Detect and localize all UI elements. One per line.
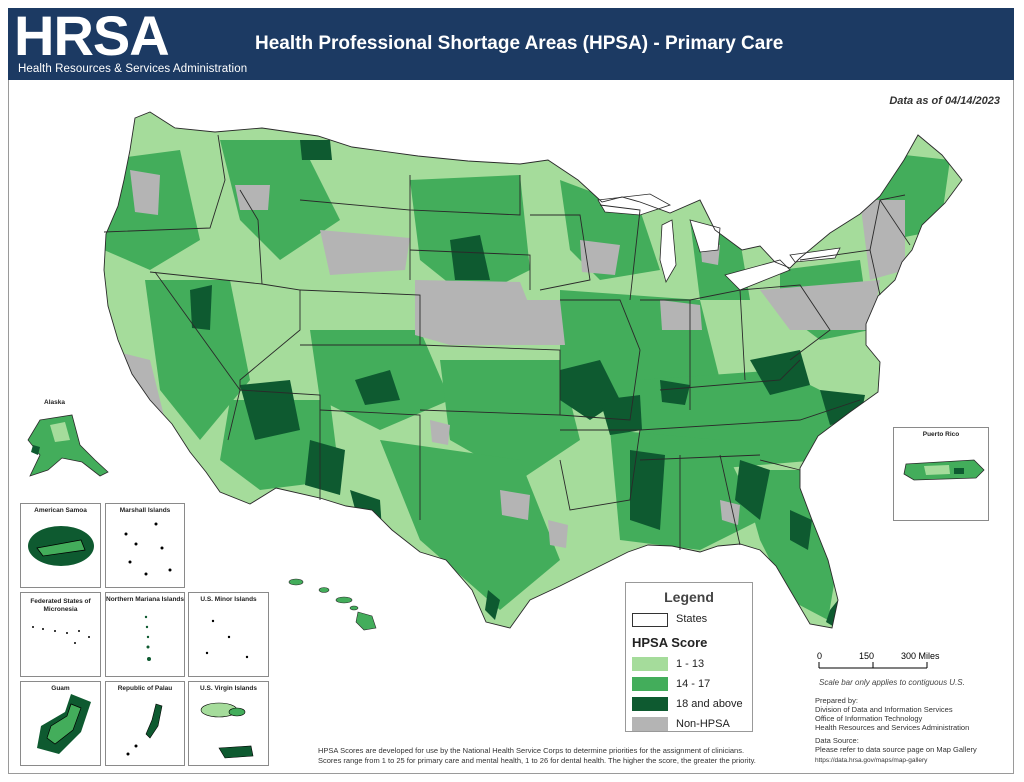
great-lakes [597, 193, 841, 291]
guam-label: Guam [51, 685, 70, 692]
hrsa-logo: HRSA Health Resources & Services Adminis… [14, 6, 247, 78]
footnote: HPSA Scores are developed for use by the… [318, 746, 756, 765]
map-title: Health Professional Shortage Areas (HPSA… [255, 33, 784, 54]
credits-line-1: Division of Data and Information Service… [815, 705, 953, 714]
legend-state-label: States [676, 613, 708, 625]
footnote-line-1: HPSA Scores are developed for use by the… [318, 746, 745, 755]
map-gallery-url: https://data.hrsa.gov/maps/map-gallery [815, 757, 928, 764]
virgin-islands-inset: U.S. Virgin Islands [188, 681, 269, 766]
legend-swatch-high [632, 697, 668, 711]
scale-note: Scale bar only applies to contiguous U.S… [819, 678, 965, 687]
scale-label-0: 0 [817, 651, 823, 661]
us-minor-islands-inset: U.S. Minor Islands [188, 592, 269, 677]
legend-label-high: 18 and above [676, 698, 743, 710]
state-borders [103, 111, 963, 629]
scale-label-300: 300 Miles [901, 651, 940, 661]
micronesia-label: Federated States of Micronesia [30, 598, 91, 613]
micronesia-inset: Federated States of Micronesia [20, 592, 101, 677]
legend-title: Legend [664, 589, 714, 605]
alaska-map [27, 414, 109, 477]
legend-state-swatch [632, 613, 668, 627]
header-banner [8, 8, 1014, 80]
legend-box: Legend States HPSA Score 1 - 13 14 - 17 … [625, 582, 753, 732]
legend-label-low: 1 - 13 [676, 658, 705, 670]
logo-subtitle: Health Resources & Services Administrati… [18, 63, 248, 75]
scale-bar: 0 150 300 Miles [815, 648, 965, 679]
legend-score-title: HPSA Score [632, 635, 708, 650]
virgin-islands-label: U.S. Virgin Islands [200, 685, 257, 692]
legend-swatch-low [632, 657, 668, 671]
scale-label-150: 150 [859, 651, 875, 661]
credits-line-3: Health Resources and Services Administra… [815, 723, 970, 732]
legend-label-non-hpsa: Non-HPSA [676, 718, 730, 730]
logo-text: HRSA [14, 4, 170, 67]
data-as-of: Data as of 04/14/2023 [889, 95, 1000, 107]
northern-mariana-label: Northern Mariana Islands [106, 596, 185, 603]
american-samoa-label: American Samoa [34, 507, 87, 514]
marshall-islands-inset: Marshall Islands [105, 503, 185, 588]
prepared-by-label: Prepared by: [815, 696, 858, 705]
northern-mariana-inset: Northern Mariana Islands [105, 592, 185, 677]
puerto-rico-inset: Puerto Rico [893, 427, 989, 521]
legend-label-mid: 14 - 17 [676, 678, 711, 690]
marshall-islands-label: Marshall Islands [119, 507, 171, 514]
hawaii-map [288, 578, 377, 631]
data-source-text: Please refer to data source page on Map … [815, 745, 977, 754]
puerto-rico-map [903, 459, 985, 481]
credits-block: Prepared by: Division of Data and Inform… [815, 696, 977, 765]
palau-label: Republic of Palau [117, 685, 173, 692]
county-fill-layer [104, 112, 962, 628]
legend-swatch-non-hpsa [632, 717, 668, 731]
credits-line-2: Office of Information Technology [815, 714, 923, 723]
alaska-label: Alaska [44, 399, 65, 406]
palau-inset: Republic of Palau [105, 681, 185, 766]
data-source-label: Data Source: [815, 736, 859, 745]
puerto-rico-label: Puerto Rico [922, 431, 960, 438]
guam-inset: Guam [20, 681, 101, 766]
american-samoa-inset: American Samoa [20, 503, 101, 588]
footnote-line-2: Scores range from 1 to 25 for primary ca… [318, 755, 756, 765]
legend-swatch-mid [632, 677, 668, 691]
us-minor-islands-label: U.S. Minor Islands [200, 596, 257, 603]
